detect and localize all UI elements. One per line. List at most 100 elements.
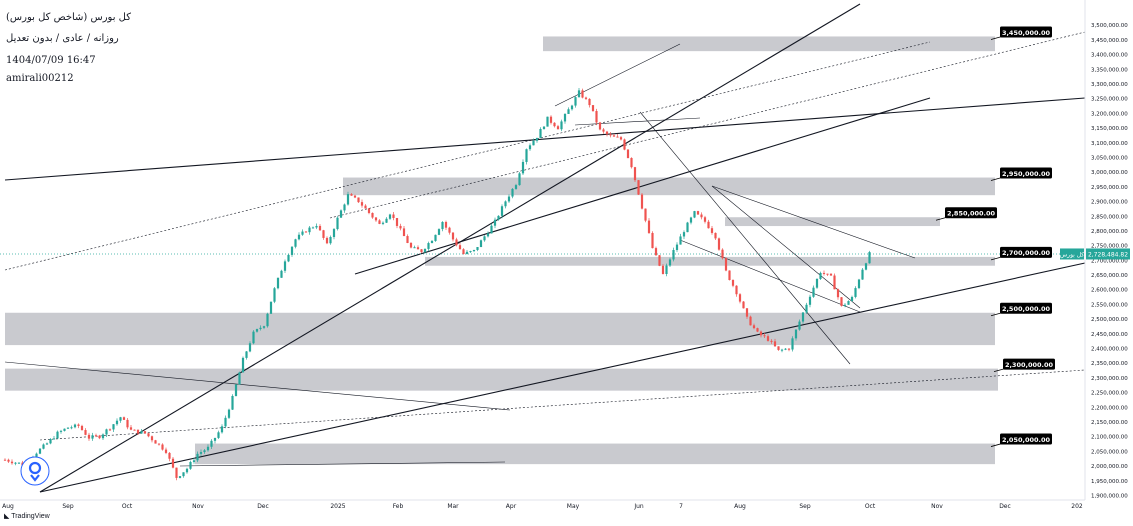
candle-body[interactable] (819, 272, 822, 279)
zone-label-box[interactable] (1000, 433, 1052, 445)
candle-body[interactable] (661, 265, 665, 274)
candle-body[interactable] (77, 424, 80, 426)
candle-body[interactable] (413, 247, 416, 249)
candle-body[interactable] (777, 346, 780, 350)
candle-body[interactable] (213, 437, 217, 441)
candle-body[interactable] (563, 113, 567, 122)
candle-body[interactable] (644, 208, 647, 221)
candle-body[interactable] (584, 97, 588, 99)
candle-body[interactable] (308, 227, 311, 233)
candle-body[interactable] (469, 251, 472, 253)
candle-body[interactable] (392, 214, 395, 218)
candle-body[interactable] (532, 140, 535, 146)
candle-body[interactable] (115, 420, 119, 425)
candle-body[interactable] (633, 167, 637, 181)
candle-body[interactable] (119, 417, 122, 421)
descending-line[interactable] (4, 361, 511, 411)
candle-body[interactable] (206, 446, 210, 451)
last-price-box[interactable] (1086, 248, 1130, 260)
candle-body[interactable] (203, 450, 206, 453)
candle-body[interactable] (840, 297, 843, 306)
candle-body[interactable] (357, 197, 360, 203)
candle-body[interactable] (616, 136, 619, 138)
candle-body[interactable] (231, 395, 234, 410)
candle-body[interactable] (504, 201, 507, 207)
candle-body[interactable] (304, 231, 308, 233)
channel-upper-line[interactable] (39, 3, 861, 493)
candle-body[interactable] (651, 232, 654, 249)
candle-body[interactable] (136, 429, 140, 434)
candle-body[interactable] (630, 158, 633, 168)
candle-body[interactable] (301, 231, 304, 235)
zone-label-box[interactable] (1000, 246, 1052, 258)
candle-body[interactable] (189, 461, 192, 469)
candle-body[interactable] (465, 251, 469, 254)
candle-body[interactable] (721, 249, 724, 259)
candle-body[interactable] (217, 432, 220, 438)
candle-body[interactable] (318, 225, 322, 231)
candle-body[interactable] (427, 243, 430, 249)
candle-body[interactable] (437, 229, 441, 235)
candle-body[interactable] (826, 273, 829, 275)
candle-body[interactable] (129, 427, 133, 430)
candle-body[interactable] (535, 137, 539, 141)
candle-body[interactable] (476, 247, 479, 250)
candle-body[interactable] (311, 227, 315, 229)
candle-body[interactable] (689, 217, 693, 223)
candle-body[interactable] (175, 467, 178, 478)
candle-body[interactable] (479, 240, 483, 248)
falling-channel-lower-line[interactable] (679, 239, 861, 313)
candle-body[interactable] (171, 458, 175, 468)
candle-body[interactable] (245, 351, 248, 358)
candle-body[interactable] (458, 245, 462, 250)
candle-body[interactable] (658, 255, 661, 266)
zone-rect[interactable] (195, 443, 995, 465)
dashed-trend-line-1[interactable] (4, 41, 931, 271)
candle-body[interactable] (353, 195, 357, 198)
candle-body[interactable] (686, 222, 689, 233)
candle-body[interactable] (192, 460, 196, 462)
candle-body[interactable] (591, 105, 595, 112)
candle-body[interactable] (17, 462, 21, 464)
candle-body[interactable] (147, 433, 150, 437)
candle-body[interactable] (336, 217, 339, 230)
candle-body[interactable] (42, 444, 45, 449)
candle-body[interactable] (385, 218, 388, 223)
candle-body[interactable] (868, 252, 871, 264)
candle-body[interactable] (290, 246, 294, 255)
candle-body[interactable] (514, 185, 518, 189)
candle-body[interactable] (73, 424, 77, 428)
dashed-trend-line-3[interactable] (39, 369, 1086, 441)
candle-body[interactable] (483, 236, 486, 241)
candle-body[interactable] (672, 249, 675, 260)
candle-body[interactable] (168, 452, 171, 459)
candle-body[interactable] (157, 443, 161, 445)
candle-body[interactable] (847, 301, 850, 305)
channel-middle-line[interactable] (354, 97, 931, 275)
candle-body[interactable] (126, 419, 129, 428)
candle-body[interactable] (493, 219, 497, 226)
candle-body[interactable] (133, 429, 136, 431)
candle-body[interactable] (38, 448, 42, 454)
candle-body[interactable] (371, 212, 374, 218)
candle-body[interactable] (45, 443, 49, 445)
candle-body[interactable] (416, 247, 420, 250)
candle-body[interactable] (679, 236, 682, 245)
candle-body[interactable] (108, 429, 112, 431)
candle-body[interactable] (833, 275, 836, 290)
candle-body[interactable] (773, 341, 777, 347)
dashed-trend-line-2[interactable] (329, 31, 1086, 219)
candle-body[interactable] (570, 105, 574, 110)
candle-body[interactable] (731, 280, 735, 286)
candle-body[interactable] (854, 288, 857, 297)
candle-body[interactable] (105, 429, 108, 435)
candle-body[interactable] (759, 331, 763, 336)
candle-body[interactable] (850, 296, 854, 302)
candle-body[interactable] (210, 440, 213, 447)
candle-body[interactable] (325, 237, 329, 244)
candle-body[interactable] (343, 204, 346, 211)
candle-body[interactable] (161, 444, 164, 450)
candle-body[interactable] (626, 149, 630, 159)
candle-body[interactable] (56, 431, 59, 439)
candle-body[interactable] (462, 249, 465, 254)
